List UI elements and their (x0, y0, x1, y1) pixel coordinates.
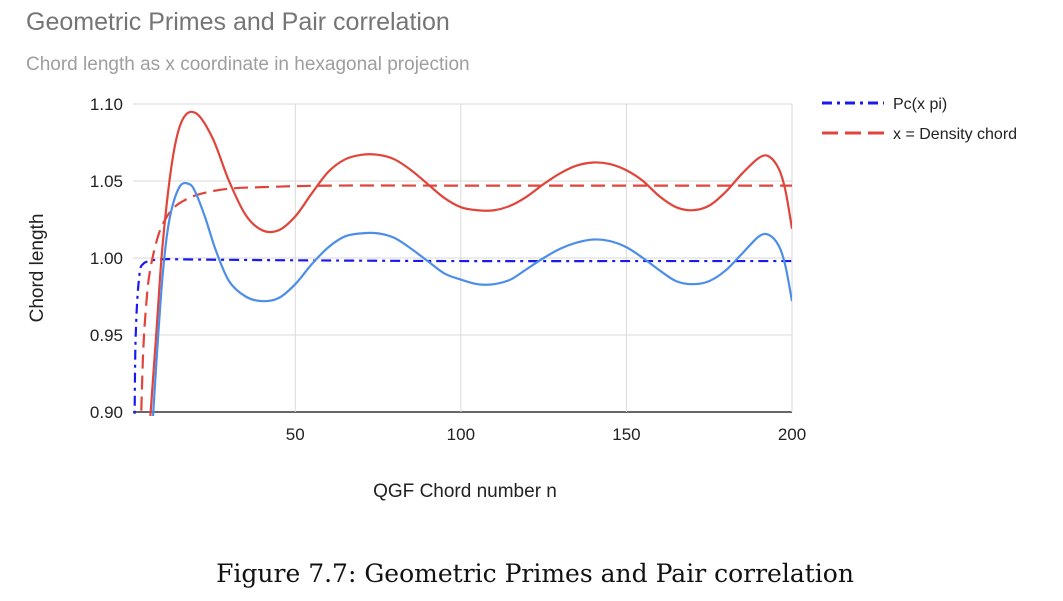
x-axis-ticks: 50 100 150 200 (286, 425, 806, 444)
series-line-0 (133, 258, 792, 416)
grid (133, 103, 793, 413)
figure-caption: Figure 7.7: Geometric Primes and Pair co… (216, 559, 854, 588)
series-line-1 (140, 184, 792, 416)
x-axis-title: QGF Chord number n (373, 481, 557, 502)
x-tick-label: 200 (778, 425, 806, 444)
x-tick-label: 50 (286, 425, 305, 444)
y-tick-label: 0.90 (90, 403, 123, 422)
y-axis-ticks: 0.90 0.95 1.00 1.05 1.10 (90, 95, 123, 422)
legend-label-density: x = Density chord (893, 126, 1017, 143)
legend-label-pc: Pc(x pi) (893, 96, 947, 113)
y-tick-label: 1.10 (90, 95, 123, 114)
y-tick-label: 1.05 (90, 172, 123, 191)
y-tick-label: 0.95 (90, 326, 123, 345)
y-axis-title: Chord length (27, 214, 48, 323)
plot-area (133, 110, 792, 416)
x-tick-label: 100 (447, 425, 475, 444)
chart-subtitle: Chord length as x coordinate in hexagona… (26, 54, 470, 75)
series-line-3 (151, 181, 792, 416)
legend: Pc(x pi) x = Density chord (822, 96, 1017, 143)
chart-title: Geometric Primes and Pair correlation (26, 8, 450, 36)
series-line-2 (149, 110, 792, 416)
x-tick-label: 150 (612, 425, 640, 444)
y-tick-label: 1.00 (90, 249, 123, 268)
